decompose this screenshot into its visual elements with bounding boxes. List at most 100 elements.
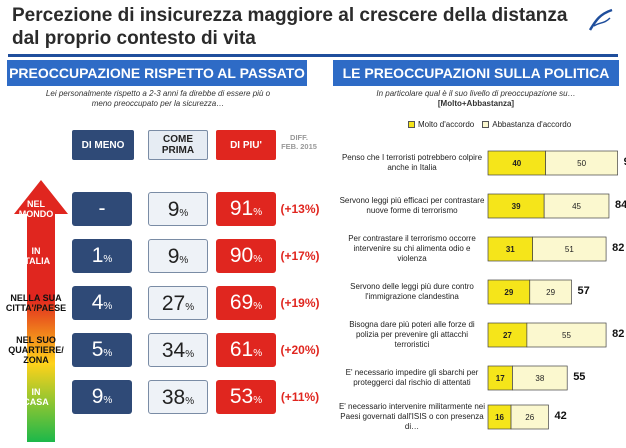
statement-label: Bisogna dare più poteri alle forze di po…	[349, 320, 475, 349]
distance-arrow-icon	[14, 180, 68, 442]
cell-di-meno: 9%	[72, 380, 132, 414]
cell-di-piu-percent: %	[253, 348, 263, 359]
cell-di-meno: 4%	[72, 286, 132, 320]
cell-di-meno-value: 5	[91, 338, 104, 361]
cell-come-prima-percent: %	[179, 255, 189, 266]
row-label-line: IN	[31, 246, 41, 256]
statement-label: Servono delle leggi più dure contro l'im…	[350, 282, 474, 301]
row-label-line: NEL SUO	[16, 335, 56, 345]
col-diff-line2: FEB. 2015	[281, 142, 317, 151]
cell-come-prima-percent: %	[185, 349, 195, 360]
bar-total: 82	[612, 328, 625, 340]
cell-di-meno-percent: %	[103, 348, 113, 359]
cell-come-prima: 27%	[148, 286, 208, 320]
cell-di-piu-value: 61	[229, 338, 254, 361]
bar-molto-label: 29	[504, 288, 513, 297]
cell-di-meno: -	[72, 192, 132, 226]
left-subtitle: Lei personalmente rispetto a 2-3 anni fa…	[20, 89, 296, 109]
cell-come-prima: 9%	[148, 192, 208, 226]
cell-di-piu: 90%	[216, 239, 276, 273]
bar-abbastanza	[529, 279, 572, 305]
row-label-line: NEL	[27, 199, 45, 209]
bar-total: 42	[554, 410, 567, 422]
cell-di-piu-percent: %	[253, 301, 263, 312]
cell-di-meno-value: 1	[91, 244, 104, 267]
row-label: NEL MONDO	[0, 199, 72, 219]
bar-abbastanza	[512, 365, 568, 391]
row-label: NEL SUO QUARTIERE/ZONA	[0, 335, 72, 365]
cell-di-piu-percent: %	[253, 395, 263, 406]
cell-di-piu-value: 90	[229, 244, 254, 267]
left-section-header: PREOCCUPAZIONE RISPETTO AL PASSATO	[7, 60, 307, 86]
statement-label: Servono leggi più efficaci per contrasta…	[339, 196, 485, 215]
row-label-line: NELLA SUA	[10, 293, 62, 303]
bar-molto-label: 40	[512, 159, 521, 168]
cell-di-piu: 69%	[216, 286, 276, 320]
cell-come-prima-value: 34	[161, 339, 186, 362]
cell-di-meno-percent: %	[103, 395, 113, 406]
bar-abbastanza-label: 51	[565, 245, 574, 254]
row-label-line: CASA	[23, 397, 49, 407]
cell-di-meno-value: 9	[91, 385, 104, 408]
bar-total: 55	[573, 371, 586, 383]
legend-item-abbastanza: Abbastanza d'accordo	[482, 120, 571, 129]
cell-diff: (+19%)	[280, 296, 320, 310]
cell-diff: (+17%)	[280, 249, 320, 263]
col-header-come-prima: COME PRIMA	[148, 130, 208, 160]
bar-abbastanza-label: 26	[525, 413, 534, 422]
cell-di-meno-value: -	[98, 197, 106, 220]
bar-abbastanza-label: 29	[546, 288, 555, 297]
right-section-header: LE PREOCCUPAZIONI SULLA POLITICA ESTERA	[333, 60, 619, 107]
cell-di-piu-value: 69	[229, 291, 254, 314]
bar-total: 90	[624, 156, 626, 168]
cell-come-prima: 38%	[148, 380, 208, 414]
row-label: IN ITALIA	[0, 246, 72, 266]
bar-abbastanza	[510, 404, 549, 430]
cell-come-prima-value: 9	[167, 245, 180, 268]
bar-molto	[487, 365, 513, 391]
left-subtitle-line2: meno preoccupato per la sicurezza…	[91, 99, 225, 108]
legend-label-molto: Molto d'accordo	[418, 120, 475, 129]
cell-come-prima-value: 9	[167, 198, 180, 221]
statement-label: Per contrastare il terrorismo occorre in…	[348, 234, 476, 263]
right-subtitle: In particolare qual è il suo livello di …	[336, 89, 616, 109]
col-header-di-piu: DI PIU'	[216, 130, 276, 160]
col-header-diff: DIFF. FEB. 2015	[279, 133, 319, 151]
bar-abbastanza-label: 45	[572, 202, 581, 211]
legend-swatch-molto	[408, 121, 415, 128]
cell-di-piu: 91%	[216, 192, 276, 226]
cell-come-prima: 34%	[148, 333, 208, 367]
bar-abbastanza-label: 55	[562, 331, 571, 340]
logo-icon	[588, 8, 613, 31]
row-label-line: IN	[31, 387, 41, 397]
bar-molto	[487, 279, 531, 305]
cell-di-piu: 61%	[216, 333, 276, 367]
cell-diff: (+13%)	[280, 202, 320, 216]
cell-di-meno-percent: %	[103, 254, 113, 265]
row-label-line: ITALIA	[21, 256, 51, 266]
cell-come-prima-percent: %	[185, 302, 195, 313]
cell-come-prima-percent: %	[179, 208, 189, 219]
bar-molto	[487, 322, 528, 348]
statement-label: E' necessario impedire gli sbarchi per p…	[345, 368, 479, 387]
title-divider	[8, 54, 618, 57]
bar-abbastanza-label: 50	[577, 159, 586, 168]
legend-label-abbastanza: Abbastanza d'accordo	[492, 120, 572, 129]
row-label: NELLA SUA CITTA'/PAESE	[0, 293, 72, 313]
bar-molto	[487, 236, 533, 262]
statement-label: E' necessario intervenire militarmente n…	[338, 402, 486, 431]
cell-di-meno: 5%	[72, 333, 132, 367]
bar-molto-label: 31	[506, 245, 515, 254]
page-title: Percezione di insicurezza maggiore al cr…	[12, 5, 568, 49]
cell-come-prima-value: 27	[161, 292, 186, 315]
col-diff-line1: DIFF.	[290, 133, 308, 142]
bar-molto-label: 39	[512, 202, 521, 211]
bar-molto-label: 27	[503, 331, 512, 340]
bar-total: 82	[612, 242, 625, 254]
row-label-line: ZONA	[23, 355, 49, 365]
cell-di-meno: 1%	[72, 239, 132, 273]
cell-come-prima: 9%	[148, 239, 208, 273]
row-label-line: CITTA'/PAESE	[5, 303, 67, 313]
cell-di-piu-value: 91	[229, 197, 254, 220]
bar-abbastanza	[543, 193, 610, 219]
